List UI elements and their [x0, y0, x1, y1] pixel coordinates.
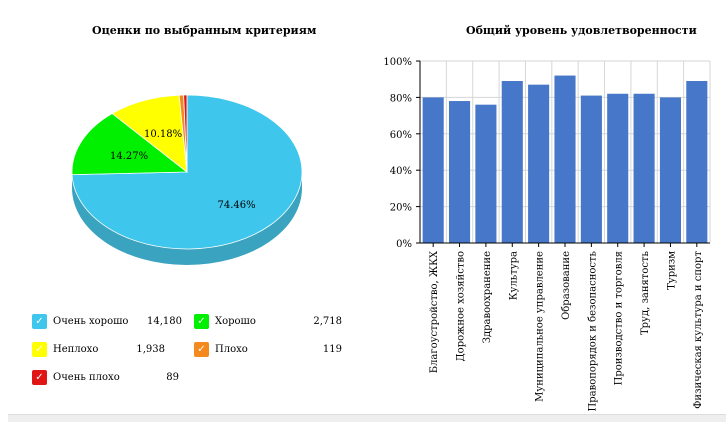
- pie-legend: ✓ Очень хорошо 14,180 ✓ Хорошо 2,718 ✓ Н…: [32, 313, 362, 393]
- pie-chart-title: Оценки по выбранным критериям: [92, 24, 317, 37]
- x-tick-label: Туризм: [666, 251, 677, 290]
- bar-chart-title: Общий уровень удовлетворенности: [466, 24, 697, 37]
- bar[interactable]: [528, 84, 550, 243]
- y-tick-label: 20%: [390, 203, 412, 214]
- legend-value: 119: [322, 344, 342, 355]
- bar[interactable]: [422, 97, 444, 244]
- x-tick-label: Правопорядок и безопасность: [587, 250, 598, 411]
- legend-label: Очень хорошо: [53, 316, 129, 327]
- legend-item-very-good[interactable]: ✓ Очень хорошо 14,180: [32, 313, 182, 331]
- x-tick-label: Образование: [561, 251, 572, 320]
- x-tick-label: Благоустройство, ЖКХ: [429, 250, 440, 373]
- check-icon: ✓: [32, 314, 47, 329]
- pie-slice-label: 10.18%: [144, 129, 182, 140]
- y-tick-label: 40%: [390, 166, 412, 177]
- footer-bar: [8, 414, 726, 422]
- x-tick-label: Муниципальное управление: [535, 251, 546, 402]
- bar[interactable]: [686, 81, 708, 244]
- bar[interactable]: [633, 93, 655, 243]
- legend-label: Очень плохо: [53, 372, 120, 383]
- y-tick-label: 100%: [383, 57, 412, 68]
- pie-chart: 74.46% 14.27% 10.18%: [71, 94, 303, 265]
- bar[interactable]: [659, 97, 681, 244]
- bar[interactable]: [449, 101, 471, 243]
- y-tick-label: 60%: [390, 130, 412, 141]
- check-icon: ✓: [32, 342, 47, 357]
- x-tick-label: Физическая культура и спорт: [693, 251, 704, 409]
- legend-label: Неплохо: [53, 344, 99, 355]
- x-tick-label: Производство и торговля: [614, 251, 625, 385]
- pie-slice-label: 14.27%: [110, 151, 148, 162]
- x-tick-label: Культура: [508, 251, 519, 300]
- legend-value: 14,180: [147, 316, 182, 327]
- legend-label: Хорошо: [215, 316, 256, 327]
- y-tick-label: 80%: [390, 93, 412, 104]
- legend-label: Плохо: [215, 344, 248, 355]
- x-tick-label: Здравоохранение: [482, 251, 493, 343]
- y-tick-label: 0%: [396, 239, 412, 250]
- x-tick-label: Труд, занятость: [640, 250, 651, 335]
- legend-value: 1,938: [136, 344, 165, 355]
- legend-item-fair[interactable]: ✓ Неплохо 1,938: [32, 341, 182, 359]
- legend-item-very-poor[interactable]: ✓ Очень плохо 89: [32, 369, 182, 387]
- pie-slice[interactable]: [71, 94, 303, 250]
- check-icon: ✓: [194, 342, 209, 357]
- pie-slice-label: 74.46%: [218, 200, 256, 211]
- pie-slice[interactable]: [71, 113, 189, 176]
- bar[interactable]: [475, 104, 497, 244]
- legend-value: 2,718: [313, 316, 342, 327]
- x-tick-label: Дорожное хозяйство: [456, 251, 467, 361]
- pie-slice[interactable]: [111, 94, 188, 173]
- legend-item-good[interactable]: ✓ Хорошо 2,718: [194, 313, 344, 331]
- pie-side: [72, 172, 302, 265]
- bar[interactable]: [580, 95, 602, 243]
- pie-slice[interactable]: [183, 94, 188, 173]
- check-icon: ✓: [194, 314, 209, 329]
- check-icon: ✓: [32, 370, 47, 385]
- bar[interactable]: [501, 81, 523, 244]
- legend-value: 89: [166, 372, 179, 383]
- legend-item-poor[interactable]: ✓ Плохо 119: [194, 341, 344, 359]
- bar[interactable]: [607, 93, 629, 243]
- bar[interactable]: [554, 75, 576, 243]
